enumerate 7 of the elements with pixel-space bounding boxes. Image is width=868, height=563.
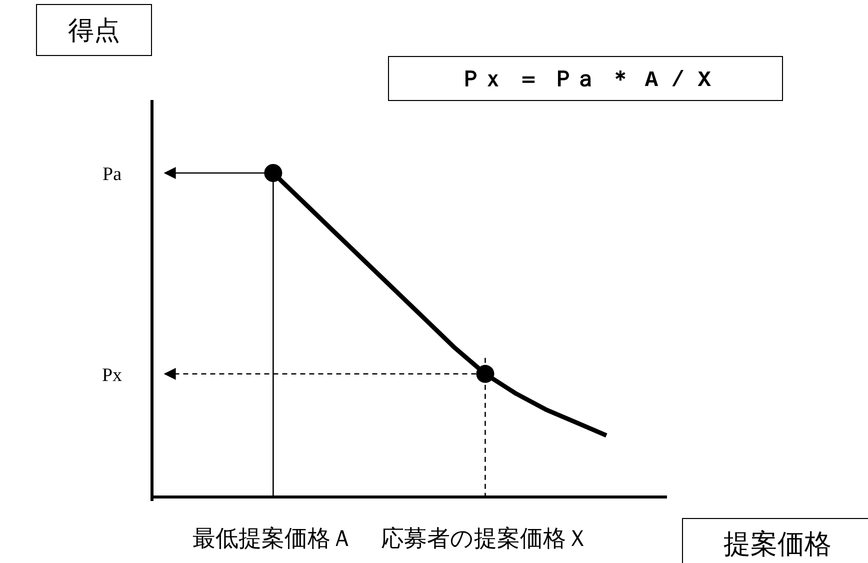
ref-line-label: Pa xyxy=(102,164,122,185)
text: 得点 xyxy=(68,16,120,46)
x-axis-title: 提案価格 xyxy=(724,528,832,560)
x-tick-label: 応募者の提案価格Ｘ xyxy=(381,526,590,551)
ref-line-label: Px xyxy=(102,364,123,386)
x-tick-label: 最低提案価格Ａ xyxy=(192,526,354,551)
chart-title: Ｐｘ ＝ Ｐａ ＊ A / X xyxy=(460,68,712,94)
